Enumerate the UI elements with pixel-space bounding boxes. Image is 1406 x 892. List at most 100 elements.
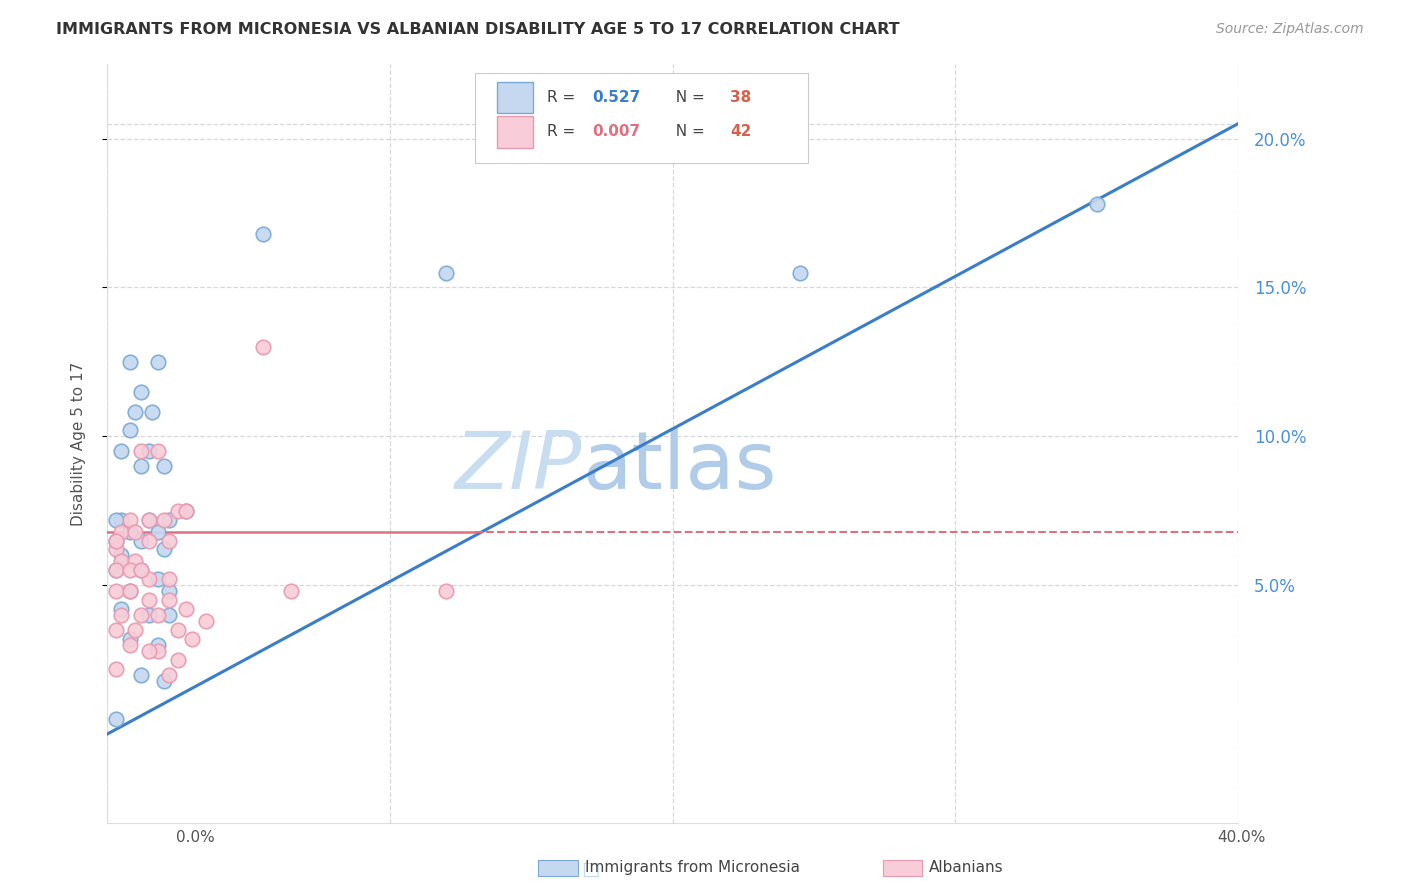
Point (104, 542, 127, 557)
Point (129, 384, 152, 399)
Point (138, 572, 160, 586)
Point (157, 593, 180, 607)
Text: IMMIGRANTS FROM MICRONESIA VS ALBANIAN DISABILITY AGE 5 TO 17 CORRELATION CHART: IMMIGRANTS FROM MICRONESIA VS ALBANIAN D… (56, 22, 900, 37)
Point (124, 524, 146, 539)
Point (146, 644, 169, 658)
Point (252, 227, 274, 241)
Point (129, 563, 152, 577)
Point (138, 593, 160, 607)
Point (157, 533, 180, 548)
Point (195, 614, 218, 628)
Point (138, 644, 160, 658)
Text: Albanians: Albanians (929, 861, 1004, 875)
Point (138, 533, 160, 548)
Point (110, 444, 132, 458)
Point (138, 607, 160, 622)
Point (110, 554, 132, 568)
Point (129, 533, 152, 548)
Point (118, 584, 141, 599)
Point (434, 266, 457, 280)
Point (118, 584, 141, 599)
Point (110, 549, 132, 563)
Point (166, 504, 188, 518)
Point (166, 623, 188, 637)
Point (118, 563, 141, 577)
Point (174, 504, 197, 518)
Point (157, 607, 180, 622)
Point (146, 572, 169, 586)
Point (434, 584, 457, 599)
Text: atlas: atlas (582, 427, 776, 506)
Bar (498, 116, 533, 147)
Point (138, 444, 160, 458)
Point (1085, 197, 1108, 211)
Point (157, 667, 180, 681)
Point (104, 563, 127, 577)
Point (104, 513, 127, 527)
Point (124, 623, 146, 637)
Point (104, 623, 127, 637)
Point (152, 542, 174, 557)
Point (146, 524, 169, 539)
Point (138, 513, 160, 527)
Point (110, 513, 132, 527)
Point (110, 602, 132, 616)
Point (104, 533, 127, 548)
Point (789, 266, 811, 280)
Text: 0.007: 0.007 (592, 124, 641, 139)
Point (146, 355, 169, 369)
Point (146, 638, 169, 652)
Point (152, 513, 174, 527)
Text: N =: N = (666, 124, 710, 139)
Point (129, 607, 152, 622)
Text: ZIP: ZIP (454, 427, 582, 506)
Point (157, 572, 180, 586)
Point (104, 584, 127, 599)
Text: 0.0%: 0.0% (176, 830, 215, 845)
Point (146, 607, 169, 622)
Text: 40.0%: 40.0% (1218, 830, 1265, 845)
Point (146, 444, 169, 458)
Bar (498, 81, 533, 113)
Point (157, 584, 180, 599)
Point (129, 444, 152, 458)
Point (174, 602, 197, 616)
Text: Immigrants from Micronesia: Immigrants from Micronesia (585, 861, 800, 875)
Point (118, 638, 141, 652)
Text: R =: R = (547, 124, 581, 139)
Point (138, 513, 160, 527)
Point (104, 712, 127, 726)
Point (110, 607, 132, 622)
Text: 42: 42 (730, 124, 752, 139)
Point (124, 554, 146, 568)
Point (118, 513, 141, 527)
Text: N =: N = (666, 90, 710, 105)
Point (104, 563, 127, 577)
Point (180, 632, 202, 646)
Text: 0.527: 0.527 (592, 90, 641, 105)
Text: □: □ (581, 860, 600, 880)
Y-axis label: Disability Age 5 to 17: Disability Age 5 to 17 (72, 361, 86, 526)
Point (280, 584, 302, 599)
Point (118, 355, 141, 369)
Point (104, 662, 127, 676)
Point (110, 524, 132, 539)
Point (118, 423, 141, 437)
Point (152, 673, 174, 688)
Text: R =: R = (547, 90, 581, 105)
Point (104, 533, 127, 548)
Point (129, 667, 152, 681)
Point (141, 405, 163, 419)
Point (252, 340, 274, 354)
Text: Source: ZipAtlas.com: Source: ZipAtlas.com (1216, 22, 1364, 37)
Point (174, 504, 197, 518)
Point (157, 513, 180, 527)
Point (118, 524, 141, 539)
Point (129, 563, 152, 577)
Point (124, 405, 146, 419)
Text: 38: 38 (730, 90, 752, 105)
Point (118, 632, 141, 646)
Point (152, 459, 174, 474)
Point (129, 459, 152, 474)
FancyBboxPatch shape (475, 73, 808, 162)
